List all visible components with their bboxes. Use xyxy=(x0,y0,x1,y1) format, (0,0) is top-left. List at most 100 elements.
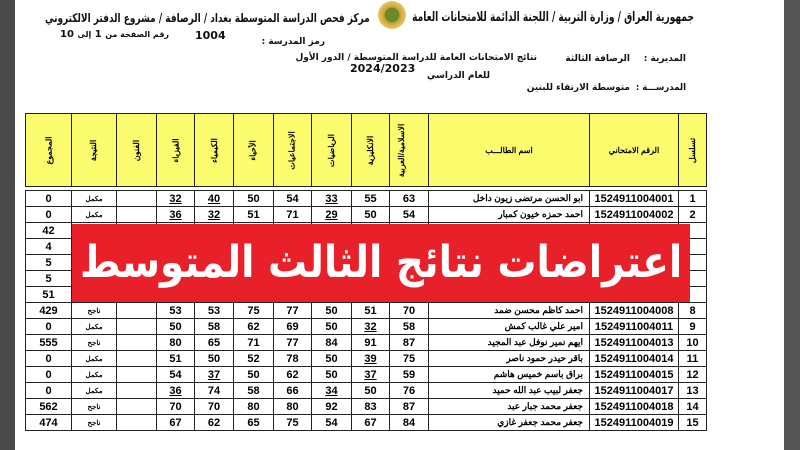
total-cell: 0 xyxy=(25,318,72,335)
result-cell: مكمل xyxy=(71,318,117,335)
republic-line-box: جمهورية العراق / وزارة التربية / اللجنة … xyxy=(412,6,694,25)
mark-cell: 65 xyxy=(194,334,234,351)
mark-cell: 80 xyxy=(156,334,195,351)
mark-cell: 55 xyxy=(351,190,390,207)
mark-cell: 36 xyxy=(156,206,195,223)
school-value: متوسطة الارتقاء للبنين xyxy=(526,83,630,93)
school-code-label: رمز المدرسة : xyxy=(261,37,325,47)
page-indicator: رقم الصفحة من 1 إلى 10 xyxy=(60,29,169,40)
result-cell: ناجح xyxy=(71,334,117,351)
column-header: الفنون xyxy=(116,113,157,187)
arts-cell xyxy=(116,350,157,367)
mark-cell: 54 xyxy=(311,414,352,431)
directorate-label: المديرية : xyxy=(643,54,686,64)
total-cell: 5 xyxy=(25,270,72,287)
result-cell: ناجح xyxy=(71,398,117,415)
left-edge xyxy=(0,0,15,450)
mark-cell: 87 xyxy=(389,334,429,351)
table-row: 8 1524911004008 احمد كاظم محسن ضمد 70 51 50 77… xyxy=(25,302,707,319)
mark-cell: 50 xyxy=(351,206,390,223)
right-edge xyxy=(784,0,800,450)
mark-cell: 54 xyxy=(273,190,312,207)
seq-cell: 1 xyxy=(678,190,707,207)
total-cell: 0 xyxy=(25,382,72,399)
mark-cell: 70 xyxy=(194,398,234,415)
seq-cell: 10 xyxy=(678,334,707,351)
column-header-label: الفنون xyxy=(131,139,141,161)
mark-cell: 32 xyxy=(194,206,234,223)
column-header-label: الاجتماعيات xyxy=(287,130,297,170)
mark-cell: 65 xyxy=(233,414,274,431)
table-row: 12 1524911004015 براق باسم خميس هاشم 59 37 50… xyxy=(25,366,707,383)
seq-cell: 12 xyxy=(678,366,707,383)
mark-cell: 77 xyxy=(273,302,312,319)
result-cell: ناجح xyxy=(71,414,117,431)
mark-cell: 74 xyxy=(194,382,234,399)
mark-cell: 50 xyxy=(351,382,390,399)
column-header: الفيزياء xyxy=(156,113,195,187)
total-cell: 0 xyxy=(25,350,72,367)
arts-cell xyxy=(116,318,157,335)
mark-cell: 83 xyxy=(351,398,390,415)
mark-cell: 75 xyxy=(273,414,312,431)
total-cell: 429 xyxy=(25,302,72,319)
student-name-cell: ايهم نمير نوفل عبد المجيد xyxy=(428,334,590,351)
directorate-value: الرصافة الثالثة xyxy=(565,54,630,64)
column-header-label: الاسلامية/العربية xyxy=(396,123,406,177)
seq-cell: 14 xyxy=(678,398,707,415)
mark-cell: 37 xyxy=(194,366,234,383)
column-header: الاجتماعيات xyxy=(273,113,312,187)
mark-cell: 92 xyxy=(311,398,352,415)
column-header: الرياضيات xyxy=(311,113,352,187)
mark-cell: 34 xyxy=(311,382,352,399)
arts-cell xyxy=(116,382,157,399)
mark-cell: 54 xyxy=(156,366,195,383)
mark-cell: 66 xyxy=(273,382,312,399)
student-name-cell: جعفر محمد جعفر غازي xyxy=(428,414,590,431)
total-cell: 4 xyxy=(25,238,72,255)
total-cell: 5 xyxy=(25,254,72,271)
year-label-box: للعام الدراسي xyxy=(420,63,490,82)
page-from: 1 xyxy=(94,29,102,40)
results-title: نتائج الامتحانات العامة للدراسة المتوسطة… xyxy=(295,53,537,63)
student-name-cell: باقر حيدر حمود ناصر xyxy=(428,350,590,367)
exam-number-cell: 1524911004001 xyxy=(589,190,679,207)
mark-cell: 63 xyxy=(389,190,429,207)
arts-cell xyxy=(116,334,157,351)
mark-cell: 71 xyxy=(273,206,312,223)
column-header-label: المجموع xyxy=(43,136,53,164)
mark-cell: 51 xyxy=(351,302,390,319)
mark-cell: 80 xyxy=(273,398,312,415)
mark-cell: 76 xyxy=(389,382,429,399)
mark-cell: 52 xyxy=(233,350,274,367)
student-name-cell: براق باسم خميس هاشم xyxy=(428,366,590,383)
arts-cell xyxy=(116,190,157,207)
column-header: تسلسل xyxy=(678,113,707,187)
seq-cell: 13 xyxy=(678,382,707,399)
mark-cell: 58 xyxy=(194,318,234,335)
mark-cell: 69 xyxy=(273,318,312,335)
school-label-box: المدرســـة : xyxy=(636,75,686,94)
seq-cell: 11 xyxy=(678,350,707,367)
year-label: للعام الدراسي xyxy=(426,71,490,81)
mark-cell: 77 xyxy=(273,334,312,351)
center-line: مركز فحص الدراسة المتوسطة بغداد / الرصاف… xyxy=(45,11,370,25)
column-header-label: الأحياء xyxy=(249,139,258,161)
total-cell: 474 xyxy=(25,414,72,431)
iraq-emblem-icon xyxy=(378,1,406,29)
exam-number-cell: 1524911004015 xyxy=(589,366,679,383)
arts-cell xyxy=(116,366,157,383)
mark-cell: 84 xyxy=(389,414,429,431)
mark-cell: 67 xyxy=(351,414,390,431)
column-header: المجموع xyxy=(25,113,72,187)
result-cell: مكمل xyxy=(71,366,117,383)
mark-cell: 70 xyxy=(156,398,195,415)
mark-cell: 51 xyxy=(233,206,274,223)
result-cell: مكمل xyxy=(71,382,117,399)
column-header: الرقم الامتحاني xyxy=(589,113,679,187)
table-row: 1 1524911004001 ابو الحسن مرتضى زيون داخل 6… xyxy=(25,190,707,207)
total-cell: 51 xyxy=(25,286,72,303)
center-line-box: مركز فحص الدراسة المتوسطة بغداد / الرصاف… xyxy=(45,7,370,26)
total-cell: 0 xyxy=(25,190,72,207)
exam-number-cell: 1524911004013 xyxy=(589,334,679,351)
